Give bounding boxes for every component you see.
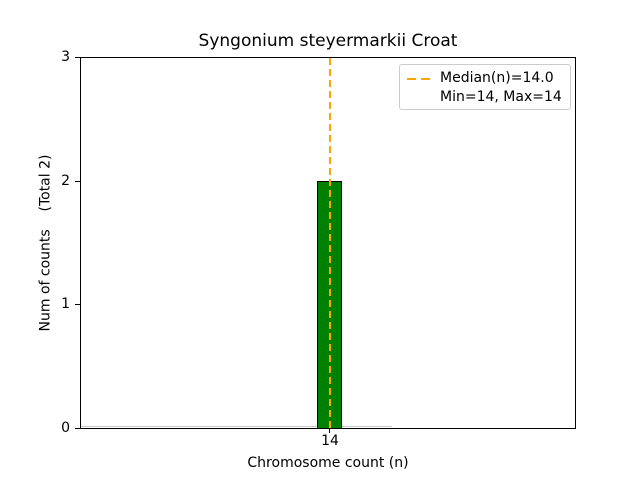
legend: Median(n)=14.0 Min=14, Max=14 bbox=[399, 64, 571, 110]
legend-entry-minmax: Min=14, Max=14 bbox=[407, 88, 563, 107]
y-tick-mark bbox=[75, 181, 80, 182]
chart-title: Syngonium steyermarkii Croat bbox=[198, 31, 458, 51]
legend-entry-median: Median(n)=14.0 bbox=[407, 69, 563, 88]
x-axis-label: Chromosome count (n) bbox=[247, 455, 409, 471]
x-tick-label: 14 bbox=[321, 433, 339, 449]
legend-spacer bbox=[407, 97, 431, 99]
plot-area: Median(n)=14.0 Min=14, Max=14 bbox=[80, 57, 576, 429]
y-tick-label: 3 bbox=[61, 49, 70, 65]
zero-baseline-line bbox=[81, 426, 392, 427]
median-dashed-line-icon bbox=[407, 77, 431, 80]
y-tick-mark bbox=[75, 304, 80, 305]
median-line bbox=[329, 58, 331, 428]
y-tick-label: 2 bbox=[61, 173, 70, 189]
legend-minmax-label: Min=14, Max=14 bbox=[440, 89, 562, 105]
x-tick-mark bbox=[329, 429, 330, 433]
legend-median-label: Median(n)=14.0 bbox=[440, 70, 554, 86]
y-tick-label: 1 bbox=[61, 296, 70, 312]
y-tick-mark bbox=[75, 57, 80, 58]
y-tick-label: 0 bbox=[61, 420, 70, 436]
y-tick-mark bbox=[75, 428, 80, 429]
